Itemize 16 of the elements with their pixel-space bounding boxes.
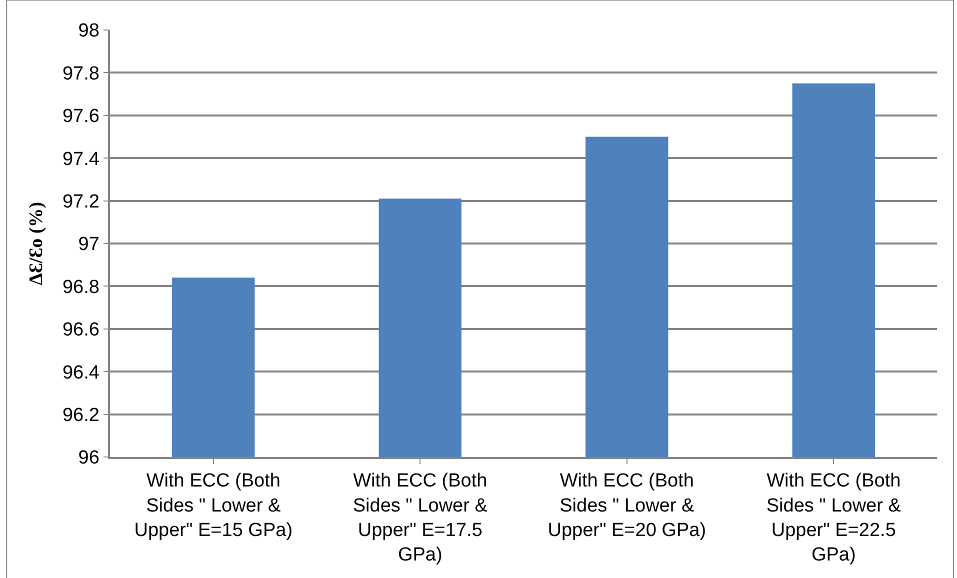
y-tick-label: 97.4: [62, 148, 100, 170]
y-tick-label: 97.2: [62, 191, 100, 212]
x-tick-label: With ECC (Both Sides " Lower & Upper" E=15 GPa): [134, 470, 293, 541]
x-tick-label: With ECC (Both Sides " Lower & Upper" E=20 GPa): [548, 470, 706, 541]
y-tick-label: 98: [78, 20, 100, 42]
y-tick-label: 96.2: [62, 404, 100, 426]
y-tick-label: 97.8: [62, 63, 100, 84]
y-tick-label: 97.6: [62, 106, 100, 128]
x-tick-label: With ECC (Both Sides " Lower & Upper" E=17.5 GPa): [352, 470, 488, 566]
x-tick-label: With ECC (Both Sides " Lower & Upper" E=22.5 GPa): [766, 470, 902, 566]
y-tick-label: 97: [78, 234, 100, 256]
y-axis-title: ΔƐ/Ɛo (%): [26, 202, 47, 286]
y-tick-label: 96.6: [62, 320, 100, 341]
y-tick-label: 96.8: [62, 276, 100, 298]
y-tick-label: 96: [78, 448, 100, 469]
y-tick-label: 96.4: [62, 362, 100, 384]
